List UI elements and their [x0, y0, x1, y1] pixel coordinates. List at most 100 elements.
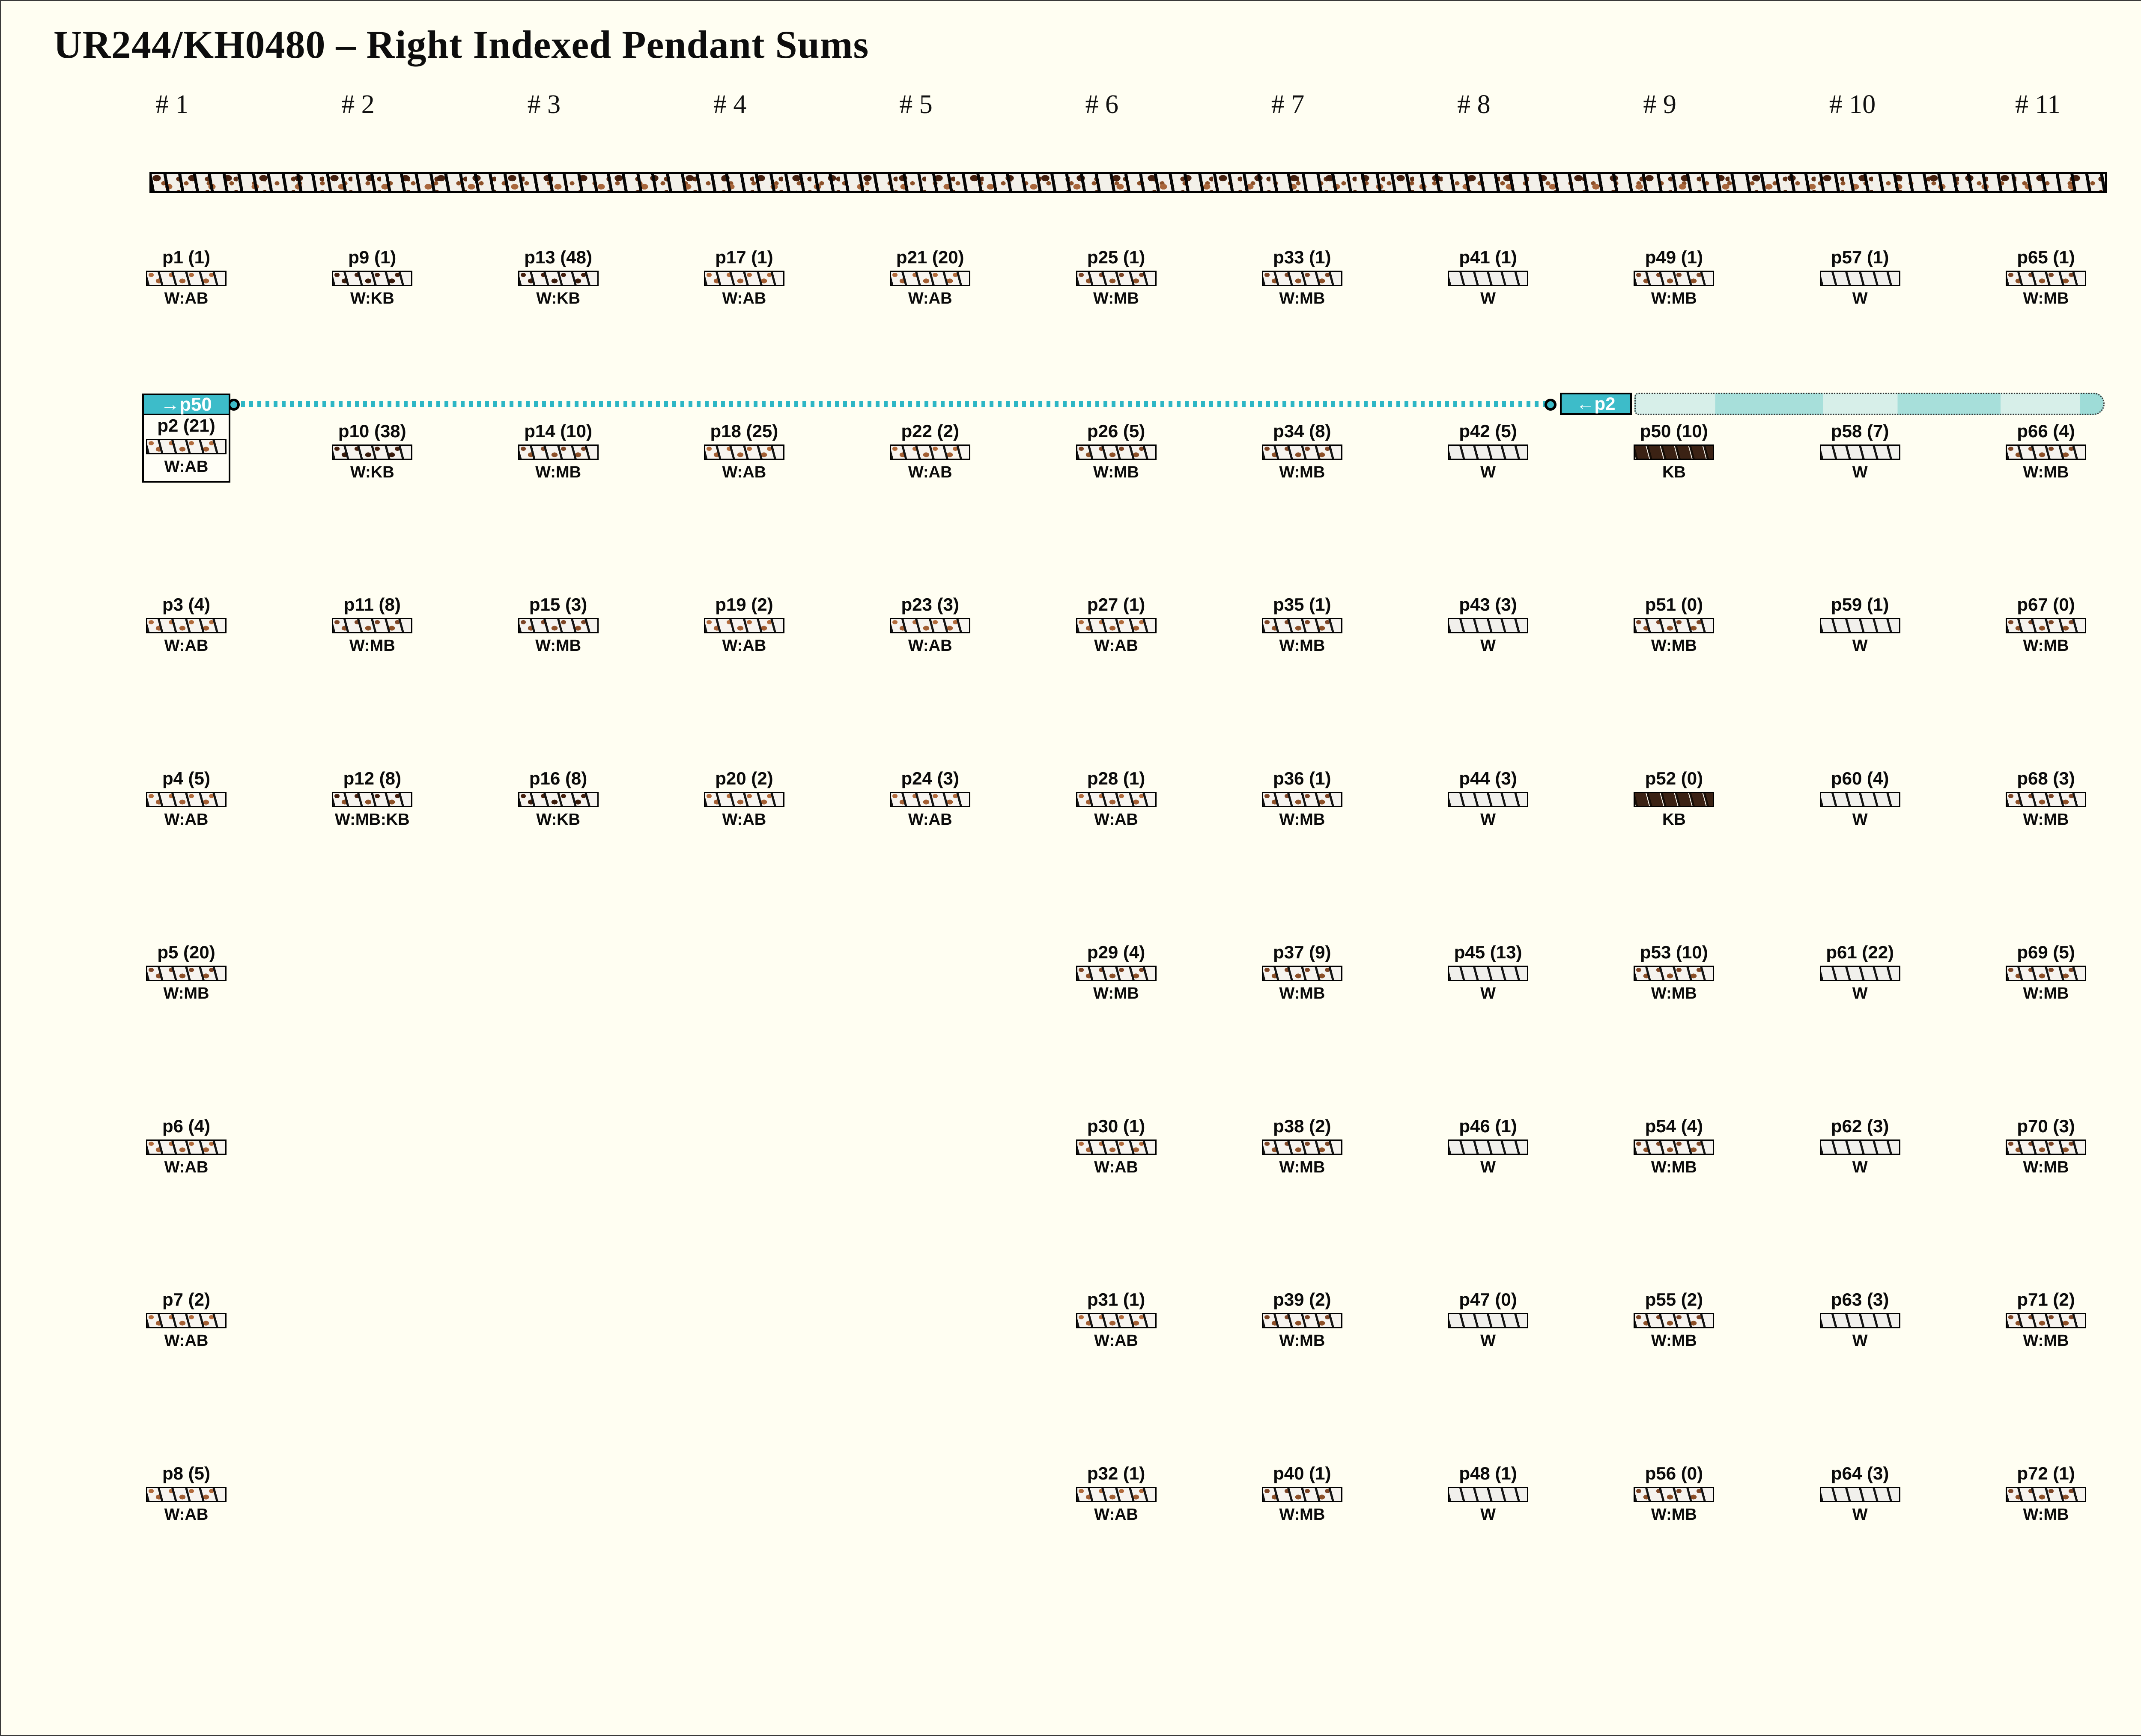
- pendant-cell[interactable]: p13 (48) W:KB: [511, 247, 605, 307]
- pendant-cell[interactable]: →p50 p2 (21) W:AB: [142, 394, 230, 483]
- pendant-label: p29 (4): [1087, 942, 1145, 962]
- pendant-cord-bar: [1634, 271, 1715, 286]
- pendant-cell[interactable]: p25 (1) W:MB: [1069, 247, 1163, 307]
- pendant-cell[interactable]: p53 (10) W:MB: [1627, 942, 1721, 1002]
- pendant-cell[interactable]: p24 (3) W:AB: [883, 768, 977, 829]
- pendant-cell[interactable]: p36 (1) W:MB: [1255, 768, 1349, 829]
- pendant-cell[interactable]: p67 (0) W:MB: [1999, 594, 2093, 655]
- pendant-cell[interactable]: p66 (4) W:MB: [1999, 421, 2093, 481]
- pendant-cell[interactable]: p27 (1) W:AB: [1069, 594, 1163, 655]
- pendant-cell[interactable]: p50 (10) KB: [1627, 421, 1721, 481]
- pendant-cell[interactable]: p6 (4) W:AB: [139, 1116, 233, 1176]
- pendant-cell[interactable]: p59 (1) W: [1813, 594, 1907, 655]
- pendant-cell[interactable]: p1 (1) W:AB: [139, 247, 233, 307]
- pendant-label: p57 (1): [1831, 247, 1889, 267]
- pendant-cell[interactable]: p44 (3) W: [1441, 768, 1535, 829]
- pendant-cell[interactable]: p54 (4) W:MB: [1627, 1116, 1721, 1176]
- pendant-cell[interactable]: p42 (5) W: [1441, 421, 1535, 481]
- pendant-cell[interactable]: p61 (22) W: [1813, 942, 1907, 1002]
- pendant-cell[interactable]: p29 (4) W:MB: [1069, 942, 1163, 1002]
- pendant-cell[interactable]: p34 (8) W:MB: [1255, 421, 1349, 481]
- pendant-color-code: W:AB: [164, 1505, 209, 1524]
- pendant-cell[interactable]: p69 (5) W:MB: [1999, 942, 2093, 1002]
- pendant-label: p22 (2): [901, 421, 959, 441]
- pendant-cord-bar: [1634, 1486, 1715, 1502]
- pendant-cell[interactable]: p21 (20) W:AB: [883, 247, 977, 307]
- pendant-cell[interactable]: p7 (2) W:AB: [139, 1289, 233, 1350]
- pendant-cord-bar: [704, 618, 784, 634]
- pendant-cord-bar: [518, 792, 599, 808]
- pendant-cell[interactable]: p5 (20) W:MB: [139, 942, 233, 1002]
- pendant-color-code: W:KB: [536, 811, 580, 829]
- pendant-cell[interactable]: p12 (8) W:MB:KB: [325, 768, 419, 829]
- pendant-cell[interactable]: p32 (1) W:AB: [1069, 1463, 1163, 1524]
- pendant-label: p9 (1): [348, 247, 397, 267]
- pendant-cell[interactable]: p37 (9) W:MB: [1255, 942, 1349, 1002]
- pendant-cell[interactable]: p33 (1) W:MB: [1255, 247, 1349, 307]
- pendant-cell[interactable]: p20 (2) W:AB: [697, 768, 791, 829]
- pendant-cell[interactable]: p30 (1) W:AB: [1069, 1116, 1163, 1176]
- pendant-cell[interactable]: p60 (4) W: [1813, 768, 1907, 829]
- pendant-label: p6 (4): [162, 1116, 210, 1136]
- pendant-cell[interactable]: p18 (25) W:AB: [697, 421, 791, 481]
- pendant-color-code: KB: [1662, 811, 1686, 829]
- pendant-label: p13 (48): [524, 247, 592, 267]
- pendant-cell[interactable]: p23 (3) W:AB: [883, 594, 977, 655]
- pendant-label: p27 (1): [1087, 594, 1145, 615]
- pendant-cell[interactable]: p51 (0) W:MB: [1627, 594, 1721, 655]
- cluster-header: # 9: [1643, 90, 1676, 119]
- pendant-cell[interactable]: p52 (0) KB: [1627, 768, 1721, 829]
- pendant-cell[interactable]: p35 (1) W:MB: [1255, 594, 1349, 655]
- pendant-cell[interactable]: p28 (1) W:AB: [1069, 768, 1163, 829]
- pendant-cord-bar: [1076, 1139, 1157, 1155]
- pendant-cell[interactable]: p46 (1) W: [1441, 1116, 1535, 1176]
- pendant-cell[interactable]: p8 (5) W:AB: [139, 1463, 233, 1524]
- pendant-cell[interactable]: p62 (3) W: [1813, 1116, 1907, 1176]
- pendant-cell[interactable]: p40 (1) W:MB: [1255, 1463, 1349, 1524]
- pendant-cell[interactable]: p71 (2) W:MB: [1999, 1289, 2093, 1350]
- pendant-cell[interactable]: p31 (1) W:AB: [1069, 1289, 1163, 1350]
- pendant-cell[interactable]: p3 (4) W:AB: [139, 594, 233, 655]
- pendant-cell[interactable]: p41 (1) W: [1441, 247, 1535, 307]
- pendant-cord-bar: [1448, 792, 1529, 808]
- pendant-color-code: W:AB: [908, 289, 952, 307]
- pendant-cell[interactable]: p19 (2) W:AB: [697, 594, 791, 655]
- pendant-cell[interactable]: p68 (3) W:MB: [1999, 768, 2093, 829]
- pendant-cell[interactable]: p70 (3) W:MB: [1999, 1116, 2093, 1176]
- pendant-cell[interactable]: p39 (2) W:MB: [1255, 1289, 1349, 1350]
- pendant-cell[interactable]: p14 (10) W:MB: [511, 421, 605, 481]
- pendant-label: p33 (1): [1273, 247, 1331, 267]
- pendant-cell[interactable]: p48 (1) W: [1441, 1463, 1535, 1524]
- pendant-cell[interactable]: p9 (1) W:KB: [325, 247, 419, 307]
- pendant-cell[interactable]: p15 (3) W:MB: [511, 594, 605, 655]
- pendant-cord-bar: [2006, 792, 2086, 808]
- pendant-cord-bar: [518, 444, 599, 460]
- pendant-cell[interactable]: p17 (1) W:AB: [697, 247, 791, 307]
- pendant-cord-bar: [1819, 1313, 1900, 1329]
- pendant-cell[interactable]: p43 (3) W: [1441, 594, 1535, 655]
- pendant-cell[interactable]: p56 (0) W:MB: [1627, 1463, 1721, 1524]
- pendant-cell[interactable]: p47 (0) W: [1441, 1289, 1535, 1350]
- pendant-cell[interactable]: p22 (2) W:AB: [883, 421, 977, 481]
- pendant-cell[interactable]: p64 (3) W: [1813, 1463, 1907, 1524]
- pendant-cell[interactable]: p58 (7) W: [1813, 421, 1907, 481]
- pendant-label: p36 (1): [1273, 768, 1331, 789]
- pendant-cell[interactable]: p65 (1) W:MB: [1999, 247, 2093, 307]
- pendant-color-code: W:MB: [1651, 984, 1697, 1002]
- pendant-cell[interactable]: p63 (3) W: [1813, 1289, 1907, 1350]
- pendant-cell[interactable]: p38 (2) W:MB: [1255, 1116, 1349, 1176]
- pendant-cell[interactable]: p45 (13) W: [1441, 942, 1535, 1002]
- pendant-cell[interactable]: p57 (1) W: [1813, 247, 1907, 307]
- pendant-cord-bar: [1448, 271, 1529, 286]
- pendant-cell[interactable]: p26 (5) W:MB: [1069, 421, 1163, 481]
- pendant-cell[interactable]: p72 (1) W:MB: [1999, 1463, 2093, 1524]
- pendant-cell[interactable]: p4 (5) W:AB: [139, 768, 233, 829]
- pendant-cord-bar: [1819, 965, 1900, 981]
- pendant-cord-bar: [146, 271, 227, 286]
- pendant-cell[interactable]: p10 (38) W:KB: [325, 421, 419, 481]
- pendant-label: p51 (0): [1645, 594, 1703, 615]
- pendant-cell[interactable]: p49 (1) W:MB: [1627, 247, 1721, 307]
- pendant-cell[interactable]: p55 (2) W:MB: [1627, 1289, 1721, 1350]
- pendant-cell[interactable]: p16 (8) W:KB: [511, 768, 605, 829]
- pendant-cell[interactable]: p11 (8) W:MB: [325, 594, 419, 655]
